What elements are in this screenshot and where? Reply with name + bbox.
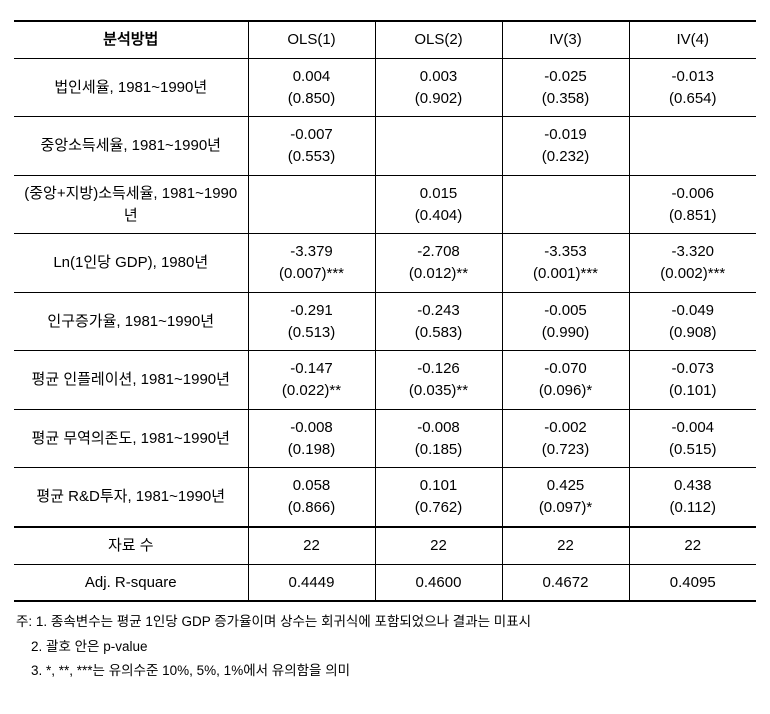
- table-row: Adj. R-square0.44490.46000.46720.4095: [14, 564, 756, 601]
- table-row: 평균 R&D투자, 1981~1990년0.058(0.866)0.101(0.…: [14, 468, 756, 527]
- row-label: Adj. R-square: [14, 564, 248, 601]
- cell: 0.004(0.850): [248, 58, 375, 117]
- cell: -0.008(0.198): [248, 409, 375, 468]
- cell: [629, 117, 756, 176]
- cell: -0.006(0.851): [629, 175, 756, 234]
- table-header-row: 분석방법 OLS(1) OLS(2) IV(3) IV(4): [14, 21, 756, 58]
- cell: 22: [375, 527, 502, 564]
- note-line: 3. *, **, ***는 유의수준 10%, 5%, 1%에서 유의함을 의…: [16, 659, 756, 683]
- note-prefix: 주:: [16, 610, 36, 634]
- note-prefix: [16, 635, 31, 659]
- header-col: OLS(2): [375, 21, 502, 58]
- cell: [375, 117, 502, 176]
- table-row: 평균 무역의존도, 1981~1990년-0.008(0.198)-0.008(…: [14, 409, 756, 468]
- cell: 0.003(0.902): [375, 58, 502, 117]
- cell: -0.126(0.035)**: [375, 351, 502, 410]
- table-row: 중앙소득세율, 1981~1990년-0.007(0.553) -0.019(0.…: [14, 117, 756, 176]
- cell: 0.4600: [375, 564, 502, 601]
- cell: -0.147(0.022)**: [248, 351, 375, 410]
- cell: 0.101(0.762): [375, 468, 502, 527]
- cell: 0.4095: [629, 564, 756, 601]
- table-body: 법인세율, 1981~1990년0.004(0.850)0.003(0.902)…: [14, 58, 756, 601]
- row-label: 평균 무역의존도, 1981~1990년: [14, 409, 248, 468]
- table-notes: 주: 1. 종속변수는 평균 1인당 GDP 증가율이며 상수는 회귀식에 포함…: [14, 610, 756, 683]
- header-label: 분석방법: [14, 21, 248, 58]
- cell: 0.425(0.097)*: [502, 468, 629, 527]
- row-label: (중앙+지방)소득세율, 1981~1990년: [14, 175, 248, 234]
- header-col: OLS(1): [248, 21, 375, 58]
- cell: -0.013(0.654): [629, 58, 756, 117]
- row-label: 인구증가율, 1981~1990년: [14, 292, 248, 351]
- cell: -3.353(0.001)***: [502, 234, 629, 293]
- table-row: 법인세율, 1981~1990년0.004(0.850)0.003(0.902)…: [14, 58, 756, 117]
- cell: -3.379(0.007)***: [248, 234, 375, 293]
- note-text: 3. *, **, ***는 유의수준 10%, 5%, 1%에서 유의함을 의…: [31, 659, 350, 683]
- cell: -0.019(0.232): [502, 117, 629, 176]
- table-row: Ln(1인당 GDP), 1980년-3.379(0.007)***-2.708…: [14, 234, 756, 293]
- cell: -0.025(0.358): [502, 58, 629, 117]
- note-prefix: [16, 659, 31, 683]
- cell: -0.073(0.101): [629, 351, 756, 410]
- cell: -3.320(0.002)***: [629, 234, 756, 293]
- cell: 22: [248, 527, 375, 564]
- note-text: 1. 종속변수는 평균 1인당 GDP 증가율이며 상수는 회귀식에 포함되었으…: [36, 610, 531, 634]
- note-text: 2. 괄호 안은 p-value: [31, 635, 147, 659]
- cell: 0.4449: [248, 564, 375, 601]
- table-row: 평균 인플레이션, 1981~1990년-0.147(0.022)**-0.12…: [14, 351, 756, 410]
- cell: 22: [629, 527, 756, 564]
- cell: -0.005(0.990): [502, 292, 629, 351]
- cell: -0.007(0.553): [248, 117, 375, 176]
- table-row: 자료 수22222222: [14, 527, 756, 564]
- table-row: (중앙+지방)소득세율, 1981~1990년 0.015(0.404) -0.00…: [14, 175, 756, 234]
- cell: 0.438(0.112): [629, 468, 756, 527]
- cell: 0.4672: [502, 564, 629, 601]
- cell: -0.004(0.515): [629, 409, 756, 468]
- cell: -0.070(0.096)*: [502, 351, 629, 410]
- note-line: 주: 1. 종속변수는 평균 1인당 GDP 증가율이며 상수는 회귀식에 포함…: [16, 610, 756, 634]
- header-col: IV(4): [629, 21, 756, 58]
- cell: 22: [502, 527, 629, 564]
- row-label: 평균 인플레이션, 1981~1990년: [14, 351, 248, 410]
- row-label: 자료 수: [14, 527, 248, 564]
- cell: -0.002(0.723): [502, 409, 629, 468]
- cell: -0.291(0.513): [248, 292, 375, 351]
- row-label: 평균 R&D투자, 1981~1990년: [14, 468, 248, 527]
- table-row: 인구증가율, 1981~1990년-0.291(0.513)-0.243(0.5…: [14, 292, 756, 351]
- cell: -0.008(0.185): [375, 409, 502, 468]
- header-col: IV(3): [502, 21, 629, 58]
- row-label: 법인세율, 1981~1990년: [14, 58, 248, 117]
- cell: -0.049(0.908): [629, 292, 756, 351]
- regression-table: 분석방법 OLS(1) OLS(2) IV(3) IV(4) 법인세율, 198…: [14, 20, 756, 602]
- note-line: 2. 괄호 안은 p-value: [16, 635, 756, 659]
- cell: -2.708(0.012)**: [375, 234, 502, 293]
- cell: 0.015(0.404): [375, 175, 502, 234]
- cell: 0.058(0.866): [248, 468, 375, 527]
- cell: [248, 175, 375, 234]
- row-label: Ln(1인당 GDP), 1980년: [14, 234, 248, 293]
- row-label: 중앙소득세율, 1981~1990년: [14, 117, 248, 176]
- cell: [502, 175, 629, 234]
- cell: -0.243(0.583): [375, 292, 502, 351]
